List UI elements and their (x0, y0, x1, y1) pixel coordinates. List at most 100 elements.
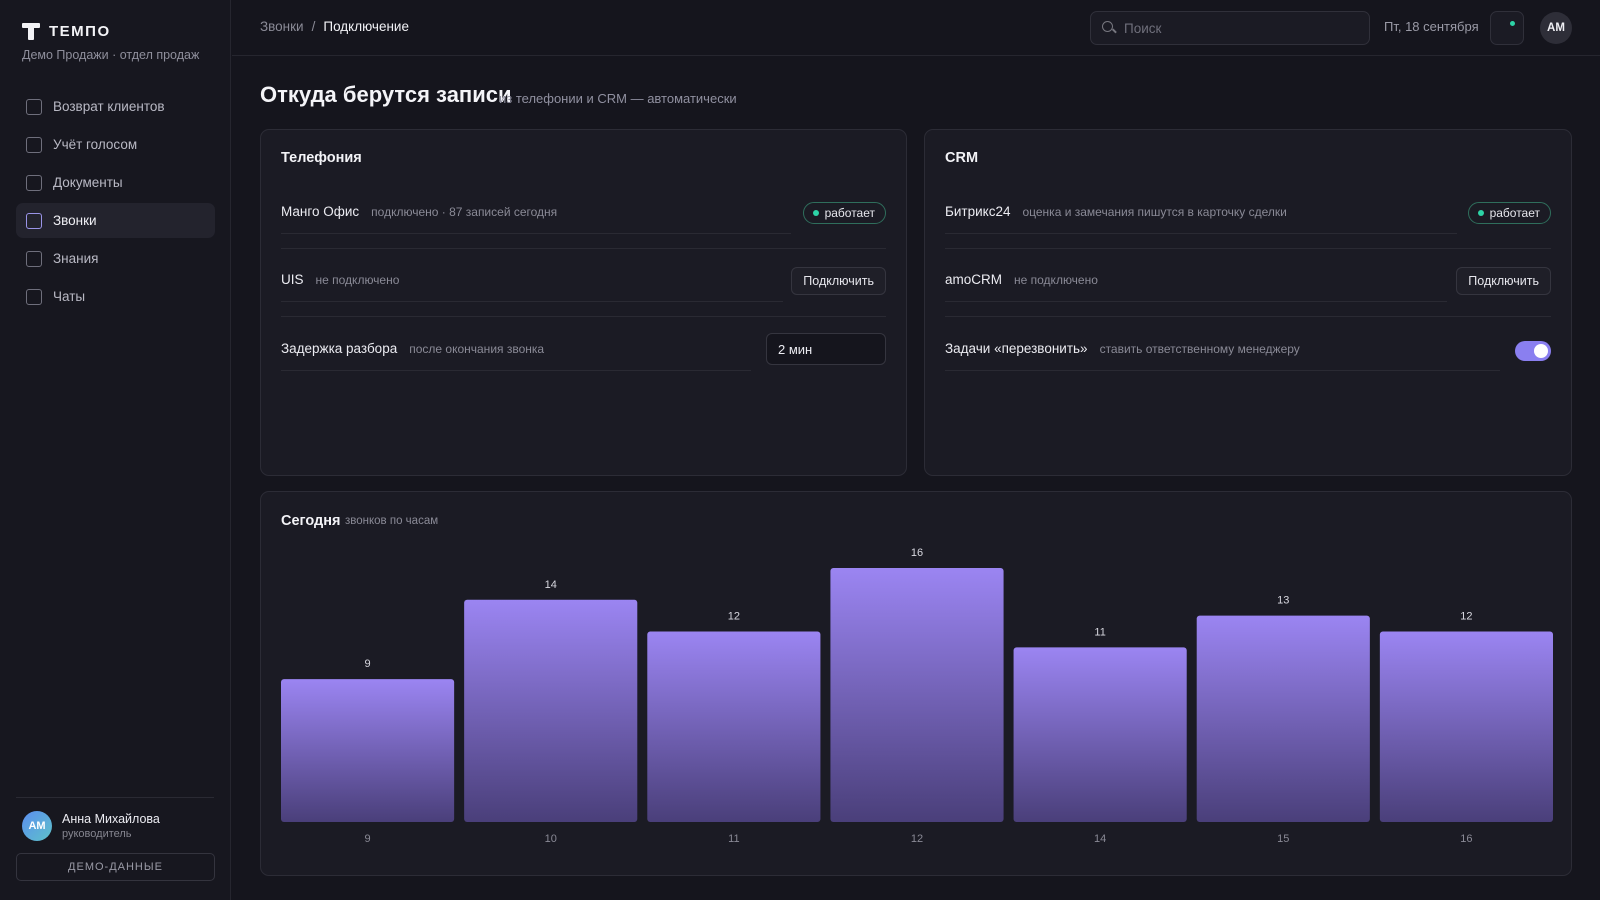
sidebar-item-label: Звонки (53, 213, 97, 228)
row-underline (945, 233, 1457, 234)
divider (281, 248, 886, 249)
bar-value-label: 9 (365, 658, 371, 670)
delay-select[interactable]: 2 мин (766, 333, 886, 365)
sidebar-item-documents[interactable]: Документы (16, 165, 215, 200)
x-tick-label: 9 (365, 833, 371, 845)
telephony-card: Телефония Манго Офис подключено · 87 запи… (260, 129, 907, 476)
notifications-button[interactable] (1490, 11, 1524, 45)
row-underline (281, 301, 783, 302)
notification-dot-icon (1510, 21, 1515, 26)
x-tick-label: 15 (1277, 833, 1289, 845)
integration-description: не подключено (315, 273, 400, 287)
sidebar-item-label: Учёт голосом (53, 137, 138, 152)
breadcrumb-item-current: Подключение (323, 19, 409, 34)
bar-value-label: 11 (1094, 626, 1105, 638)
calls-chart-card: Сегодня звонков по часам 9 9 14 10 12 11 16 12 1… (260, 491, 1572, 876)
sidebar-item-label: Возврат клиентов (53, 99, 165, 114)
breadcrumb: Звонки / Подключение (260, 19, 409, 34)
current-date: Пт, 18 сентября (1384, 19, 1479, 34)
integration-name: UIS (281, 272, 304, 287)
checkbox-icon (26, 212, 42, 229)
setting-name: Задачи «перезвонить» (945, 341, 1088, 356)
sidebar-item-returns[interactable]: Возврат клиентов (16, 89, 215, 124)
setting-row-callback-tasks: Задачи «перезвонить» ставить ответственно… (945, 327, 1551, 371)
sidebar-item-knowledge[interactable]: Знания (16, 241, 215, 276)
setting-description: ставить ответственному менеджеру (1099, 342, 1300, 356)
card-title: CRM (945, 150, 979, 166)
connect-amocrm-button[interactable]: Подключить (1456, 267, 1551, 295)
calls-by-hour-chart: 9 9 14 10 12 11 16 12 11 14 13 15 12 16 (281, 547, 1553, 845)
x-tick-label: 16 (1460, 833, 1472, 845)
integration-row-amocrm: amoCRM не подключено Подключить (945, 258, 1551, 302)
brand-logo-icon (22, 22, 40, 40)
checkbox-icon (26, 136, 42, 153)
x-tick-label: 12 (911, 833, 923, 845)
sidebar-item-chats[interactable]: Чаты (16, 279, 215, 314)
user-role: руководитель (62, 828, 132, 840)
sidebar-nav: Возврат клиентов Учёт голосом Документы … (16, 89, 215, 317)
bar-value-label: 14 (545, 579, 557, 591)
setting-description: после окончания звонка (409, 342, 545, 356)
integration-name: amoCRM (945, 272, 1003, 287)
sidebar-item-label: Документы (53, 175, 123, 190)
x-tick-label: 11 (728, 833, 739, 845)
callback-tasks-toggle[interactable] (1515, 341, 1551, 361)
sidebar-item-calls[interactable]: Звонки (16, 203, 215, 238)
card-title: Телефония (281, 150, 362, 166)
row-underline (945, 370, 1500, 371)
user-profile[interactable]: АМ Анна Михайлова руководитель (22, 811, 160, 841)
x-tick-label: 10 (545, 833, 557, 845)
status-label: работает (824, 206, 875, 220)
sidebar-item-label: Знания (53, 251, 99, 266)
status-dot-icon (1477, 210, 1484, 216)
integration-row-mango: Манго Офис подключено · 87 записей сегодн… (281, 190, 886, 234)
avatar: АМ (22, 811, 52, 841)
brand-name: ТЕМПО (49, 22, 111, 40)
chart-bar (281, 679, 455, 822)
breadcrumb-separator: / (311, 19, 316, 34)
toggle-knob (1534, 344, 1548, 358)
avatar[interactable]: АМ (1540, 12, 1572, 44)
user-name: Анна Михайлова (62, 812, 160, 826)
search-input[interactable]: Поиск (1090, 11, 1370, 45)
row-underline (281, 370, 751, 371)
integration-description: оценка и замечания пишутся в карточку сд… (1022, 205, 1287, 219)
status-badge: работает (1467, 202, 1551, 224)
checkbox-icon (26, 288, 42, 305)
chart-subtitle: звонков по часам (345, 515, 439, 527)
brand[interactable]: ТЕМПО (22, 22, 111, 40)
checkbox-icon (26, 174, 42, 191)
status-dot-icon (812, 210, 819, 216)
bar-value-label: 12 (1460, 611, 1472, 623)
crm-card: CRM Битрикс24 оценка и замечания пишутся … (924, 129, 1572, 476)
sidebar: ТЕМПО Демо Продажи · отдел продаж Возвра… (0, 0, 231, 900)
chart-bar (1379, 631, 1553, 822)
chart-bar (1013, 647, 1187, 822)
row-underline (281, 233, 791, 234)
checkbox-icon (26, 250, 42, 267)
chart-bar (1196, 615, 1370, 822)
demo-data-button[interactable]: ДЕМО-ДАННЫЕ (16, 853, 215, 881)
x-tick-label: 14 (1094, 833, 1106, 845)
workspace-subtitle: Демо Продажи · отдел продаж (22, 48, 200, 62)
breadcrumb-item-calls[interactable]: Звонки (260, 19, 304, 34)
checkbox-icon (26, 98, 42, 115)
integration-name: Битрикс24 (945, 204, 1011, 219)
divider (945, 316, 1551, 317)
integration-row-bitrix24: Битрикс24 оценка и замечания пишутся в ка… (945, 190, 1551, 234)
sidebar-item-label: Чаты (53, 289, 86, 304)
setting-name: Задержка разбора (281, 341, 398, 356)
chart-title: Сегодня (281, 513, 341, 529)
page-title: Откуда берутся записи (260, 82, 512, 107)
page-subtitle: из телефонии и CRM — автоматически (499, 91, 737, 106)
sidebar-divider (16, 797, 214, 798)
sidebar-item-voice[interactable]: Учёт голосом (16, 127, 215, 162)
integration-name: Манго Офис (281, 204, 360, 219)
bar-value-label: 12 (728, 611, 740, 623)
status-badge: работает (802, 202, 886, 224)
chart-bar (464, 599, 638, 822)
chart-bar (647, 631, 821, 822)
status-label: работает (1489, 206, 1540, 220)
connect-uis-button[interactable]: Подключить (791, 267, 886, 295)
bar-value-label: 16 (911, 547, 923, 559)
